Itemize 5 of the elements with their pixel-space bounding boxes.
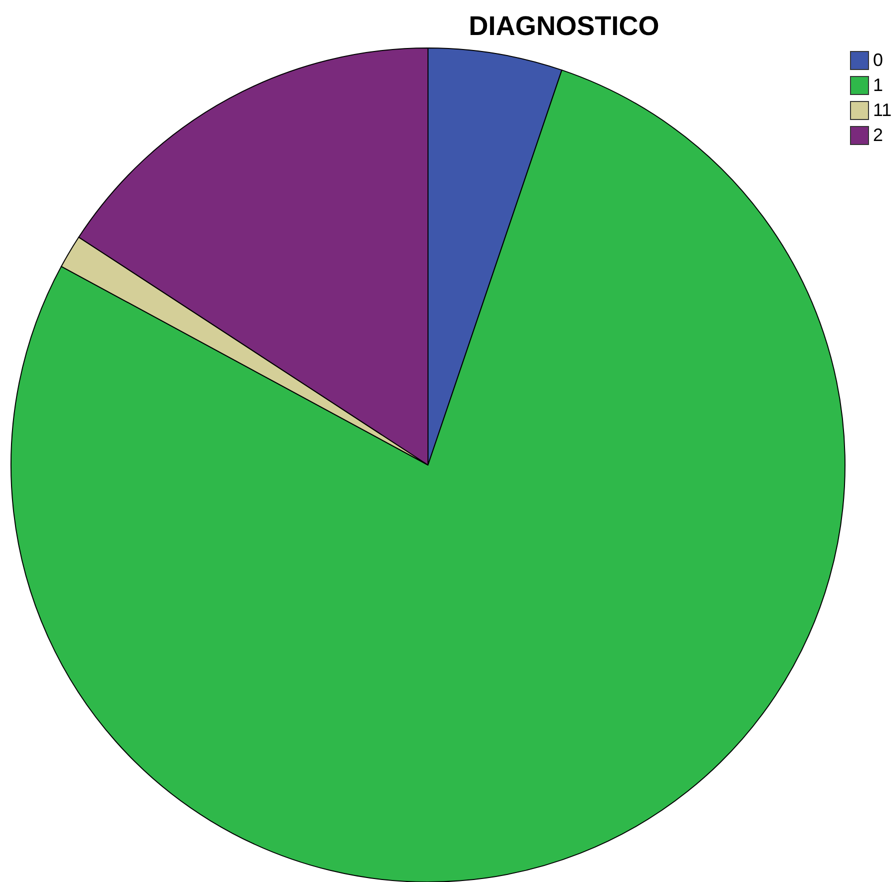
legend-label: 0 <box>873 50 884 70</box>
chart-title: DIAGNOSTICO <box>468 11 660 41</box>
legend-label: 11 <box>873 100 892 120</box>
slice-label: 1 <box>873 75 884 95</box>
legend-label: 2 <box>873 125 884 145</box>
